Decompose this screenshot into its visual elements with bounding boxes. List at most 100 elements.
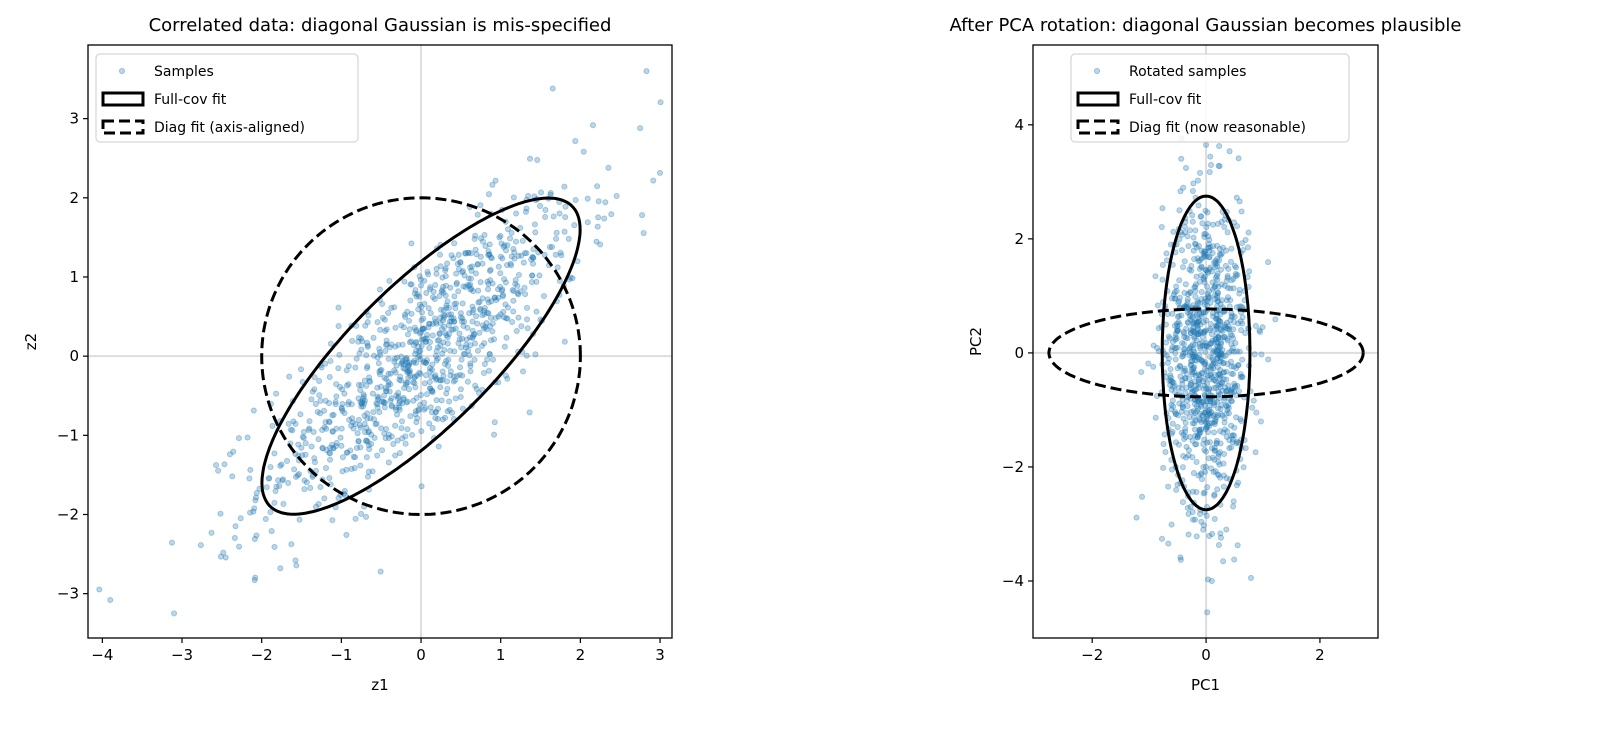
x-tick-label: −1 [330,646,352,664]
scatter-point [286,373,293,380]
scatter-point [1189,314,1196,321]
scatter-point [365,429,372,436]
scatter-point [1199,220,1206,227]
scatter-point [317,397,324,404]
scatter-point [485,252,492,259]
scatter-point [287,426,294,433]
scatter-point [1203,297,1210,304]
scatter-point [450,315,457,322]
scatter-point [1193,319,1200,326]
scatter-point [333,425,340,432]
scatter-point [460,283,467,290]
scatter-point [1201,391,1208,398]
legend-marker-dashed [101,119,145,135]
scatter-point [1214,351,1221,358]
scatter-point [1239,240,1246,247]
scatter-point [1189,341,1197,348]
scatter-point [487,254,495,261]
scatter-point [1192,227,1199,234]
scatter-point [511,249,518,256]
scatter-point [1163,257,1170,264]
scatter-point [379,314,386,321]
scatter-point [1202,407,1209,414]
scatter-point [1220,429,1227,436]
scatter-point [1200,319,1207,326]
scatter-point [385,355,392,362]
scatter-point [437,319,444,327]
scatter-point [439,416,446,423]
scatter-point [401,365,409,373]
scatter-point [1228,341,1235,348]
scatter-point [1178,312,1185,319]
scatter-point [1172,334,1179,341]
scatter-point [1224,229,1231,236]
scatter-point [1215,405,1222,412]
scatter-point [1185,452,1192,459]
scatter-point [1190,328,1197,335]
scatter-point [1206,423,1213,430]
scatter-point [1177,363,1184,370]
scatter-point [1230,285,1237,292]
scatter-point [1216,380,1224,388]
scatter-point [1202,448,1210,455]
scatter-point [1228,363,1235,370]
scatter-point [399,359,406,366]
scatter-point [474,261,481,268]
scatter-point [486,323,494,330]
scatter-point [321,495,328,502]
scatter-point [1194,432,1201,439]
scatter-point [1205,293,1212,300]
x-tick-label: 2 [1315,646,1325,664]
scatter-point [472,246,479,253]
scatter-point [1203,283,1211,290]
scatter-point [437,306,445,313]
scatter-point [323,446,330,454]
scatter-point [1189,420,1196,427]
scatter-point [405,368,412,375]
scatter-point [1201,329,1208,336]
scatter-point [299,433,306,440]
scatter-point [378,425,385,432]
scatter-point [392,452,399,459]
scatter-point [523,304,531,311]
scatter-point [1200,329,1207,336]
scatter-point [1220,323,1227,330]
scatter-point [440,372,447,380]
scatter-point [355,395,362,402]
scatter-point [434,405,442,412]
scatter-point [444,298,451,305]
scatter-point [345,363,352,370]
scatter-point [451,348,458,355]
scatter-point [405,363,412,370]
scatter-point [441,312,449,319]
scatter-point [439,368,446,375]
scatter-point [429,425,436,432]
scatter-point [411,324,418,331]
scatter-point [1214,354,1221,362]
scatter-point [369,390,376,397]
scatter-point [1190,353,1197,360]
scatter-point [483,320,490,327]
scatter-point [479,260,486,267]
scatter-point [459,315,466,322]
scatter-point [1217,383,1224,390]
scatter-point [1234,438,1241,445]
scatter-point [440,312,447,319]
scatter-point [1197,213,1204,220]
scatter-point [1210,429,1218,436]
scatter-point [436,293,443,300]
scatter-point [1170,403,1177,410]
scatter-point [297,366,305,373]
scatter-point [288,541,295,548]
scatter-point [513,210,520,217]
scatter-point [1221,321,1228,328]
scatter-point [1171,382,1178,390]
scatter-point [1217,266,1225,273]
scatter-point [1219,346,1226,353]
scatter-point [424,268,431,275]
scatter-point [252,494,260,501]
scatter-point [357,398,364,406]
scatter-point [1193,273,1200,280]
scatter-point [1189,327,1197,334]
